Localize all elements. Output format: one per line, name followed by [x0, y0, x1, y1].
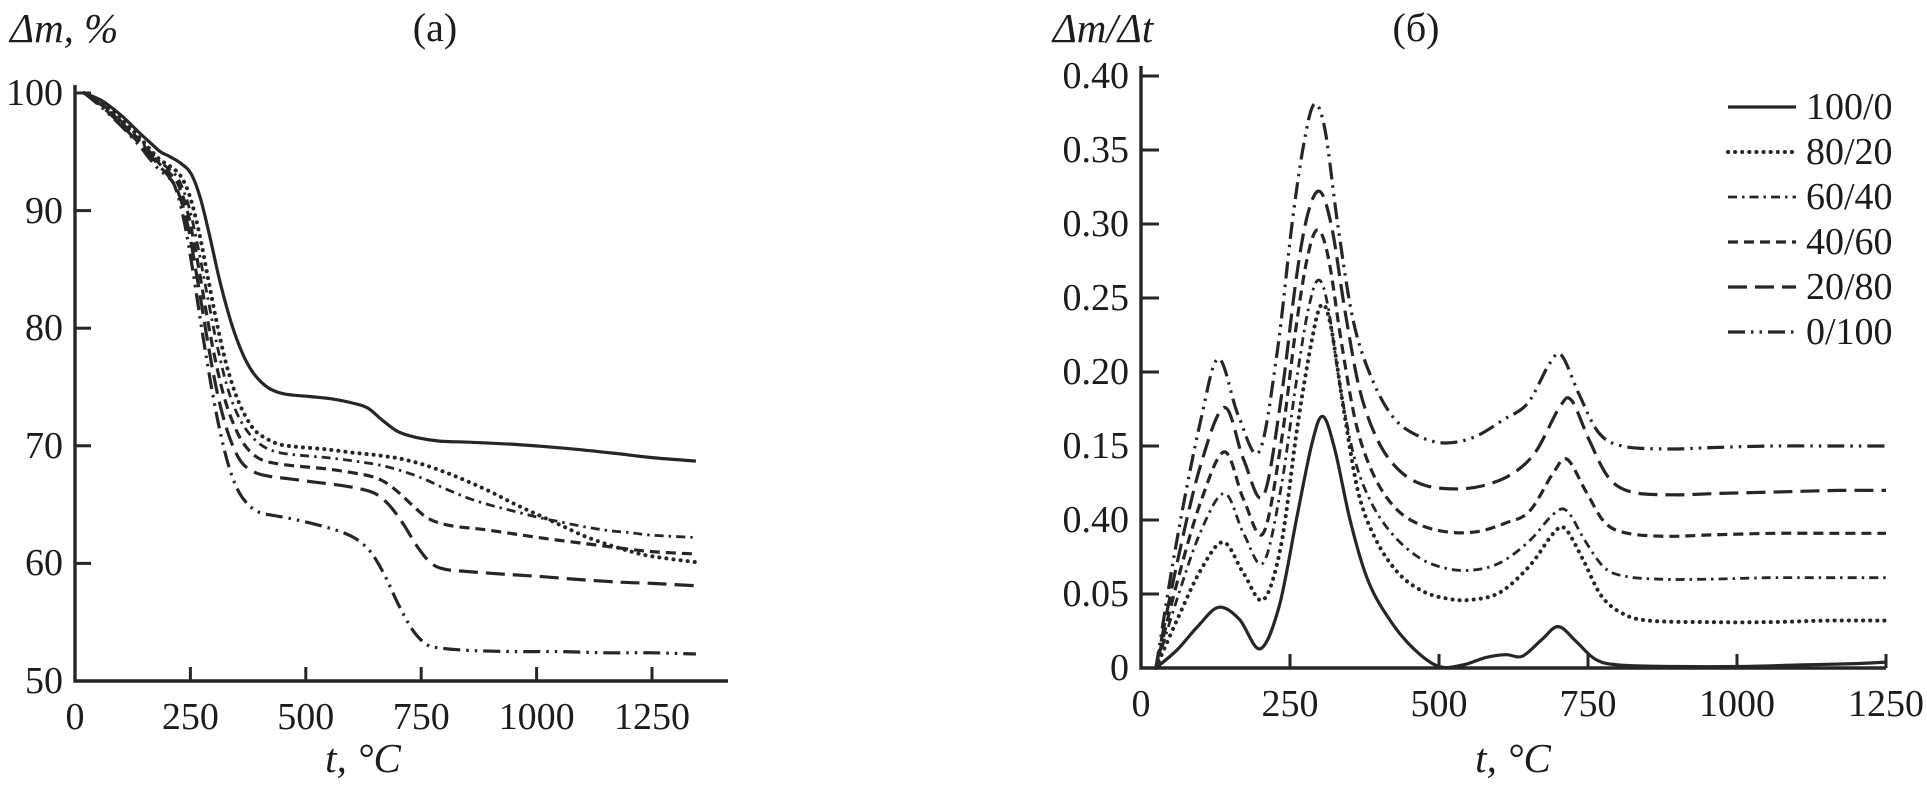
legend-item: 0/100: [1726, 309, 1893, 354]
x-tick-label: 1000: [498, 696, 575, 738]
x-tick-label: 250: [1261, 683, 1319, 725]
curve-60-40: [83, 91, 696, 539]
curve-40-60: [1154, 228, 1886, 669]
right-y-axis-label: Δm/Δt: [1052, 5, 1154, 51]
y-tick-label: 80: [25, 307, 63, 350]
legend: 100/0 80/20 60/40 40/60 20/80 0/100: [1726, 84, 1893, 354]
x-tick-label: 0: [65, 696, 85, 738]
legend-line-sample: [1728, 195, 1796, 198]
legend-item: 20/80: [1726, 264, 1893, 309]
y-tick-label: 0.35: [1062, 129, 1130, 171]
x-tick-label: 1250: [1848, 683, 1924, 725]
y-tick-label: 0.30: [1062, 203, 1130, 245]
y-tick-label: 90: [25, 189, 63, 232]
x-tick-label: 750: [392, 696, 450, 738]
right-x-axis-label: t, °C: [1475, 735, 1551, 781]
y-tick-label: 60: [25, 542, 63, 585]
y-tick-label: 0.15: [1062, 425, 1130, 467]
legend-line-sample: [1726, 149, 1798, 154]
legend-line-sample: [1728, 104, 1796, 109]
curve-20-80: [83, 91, 696, 588]
left-x-axis-label: t, °C: [325, 735, 401, 781]
right-panel-title: (б): [1392, 5, 1440, 50]
x-tick-label: 500: [1410, 683, 1468, 725]
x-tick-label: 0: [1131, 683, 1151, 725]
x-tick-label: 1250: [614, 696, 690, 738]
curve-100-0: [83, 91, 697, 463]
y-tick-label: 0.20: [1062, 351, 1130, 393]
legend-item: 40/60: [1726, 219, 1893, 264]
curve-0-100: [1154, 102, 1886, 669]
y-tick-label: 50: [25, 660, 63, 702]
legend-item: 80/20: [1726, 129, 1893, 174]
curve-0-100: [83, 91, 696, 656]
y-tick-label: 0.25: [1062, 277, 1130, 319]
legend-line-sample: [1728, 239, 1796, 244]
left-panel-title: (a): [412, 5, 458, 50]
legend-item: 100/0: [1726, 84, 1893, 129]
y-tick-label: 70: [25, 424, 63, 467]
x-tick-label: 1000: [1699, 683, 1775, 725]
curve-40-60: [83, 91, 696, 556]
tga-panel: [73, 85, 728, 683]
x-tick-label: 250: [161, 696, 219, 738]
x-tick-label: 750: [1559, 683, 1617, 725]
curve-100-0: [1154, 414, 1887, 670]
left-y-axis-label: Δm, %: [10, 5, 119, 51]
legend-label: 40/60: [1806, 220, 1893, 263]
legend-line-sample: [1728, 284, 1796, 289]
curve-80-20: [82, 91, 698, 565]
x-tick-label: 500: [277, 696, 335, 738]
legend-item: 60/40: [1726, 174, 1893, 219]
curve-20-80: [1154, 189, 1887, 669]
legend-line-sample: [1728, 329, 1796, 334]
legend-label: 60/40: [1806, 175, 1893, 218]
y-tick-label: 0.40: [1062, 55, 1130, 97]
curve-80-20: [1153, 302, 1888, 670]
legend-label: 80/20: [1806, 130, 1893, 173]
y-tick-label: 0.05: [1062, 573, 1130, 615]
dtg-panel: [1139, 66, 1888, 670]
y-tick-label: 0: [1110, 647, 1129, 689]
legend-label: 0/100: [1806, 310, 1893, 353]
y-tick-label: 0.40: [1062, 499, 1130, 541]
legend-label: 100/0: [1806, 85, 1893, 128]
legend-label: 20/80: [1806, 265, 1893, 308]
y-tick-label: 100: [6, 72, 63, 114]
